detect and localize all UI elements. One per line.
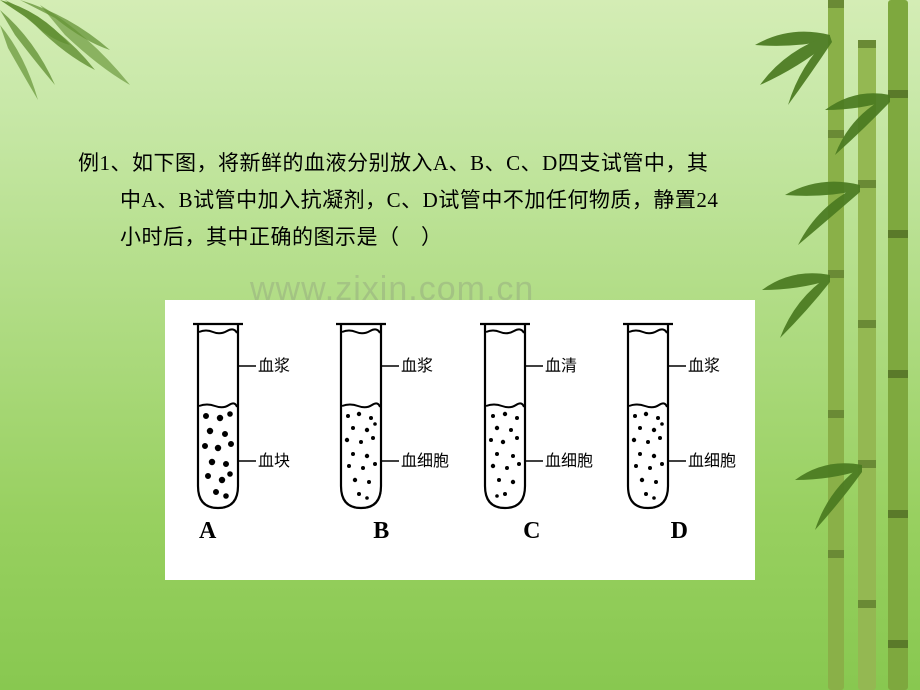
tube-b-svg: 血浆 血细胞 [323, 316, 453, 516]
tube-d-bottom-label: 血细胞 [688, 452, 736, 470]
tube-c-bottom-label: 血细胞 [545, 452, 593, 470]
tube-a-id: A [199, 518, 216, 545]
tube-a-bottom-label: 血块 [258, 452, 290, 470]
tube-group-b: 血浆 血细胞 B [317, 316, 461, 574]
tube-c-id: C [523, 518, 540, 545]
tube-row: 血浆 血块 A [165, 300, 755, 580]
tube-a-top-label: 血浆 [258, 357, 290, 375]
tube-d-svg: 血浆 血细胞 [610, 316, 740, 516]
tube-b-top-label: 血浆 [401, 357, 433, 375]
question-line-3: 小时后，其中正确的图示是（ ） [120, 219, 848, 256]
tube-b-bottom-label: 血细胞 [401, 452, 449, 470]
question-line-2: 中A、B试管中加入抗凝剂，C、D试管中不加任何物质，静置24 [120, 182, 848, 219]
tube-b-id: B [373, 518, 389, 545]
tube-group-c: 血清 血细胞 C [460, 316, 604, 574]
leaves-decoration [0, 0, 170, 140]
tube-d-id: D [671, 518, 688, 545]
tube-c-top-label: 血清 [545, 357, 577, 375]
tube-group-d: 血浆 血细胞 D [604, 316, 748, 574]
question-line-1: 例1、如下图，将新鲜的血液分别放入A、B、C、D四支试管中，其 [78, 145, 848, 182]
tube-group-a: 血浆 血块 A [173, 316, 317, 574]
tube-a-svg: 血浆 血块 [180, 316, 310, 516]
tube-d-top-label: 血浆 [688, 357, 720, 375]
tube-diagram: 血浆 血块 A [165, 300, 755, 580]
question-text: 例1、如下图，将新鲜的血液分别放入A、B、C、D四支试管中，其 中A、B试管中加… [78, 145, 848, 255]
tube-c-svg: 血清 血细胞 [467, 316, 597, 516]
